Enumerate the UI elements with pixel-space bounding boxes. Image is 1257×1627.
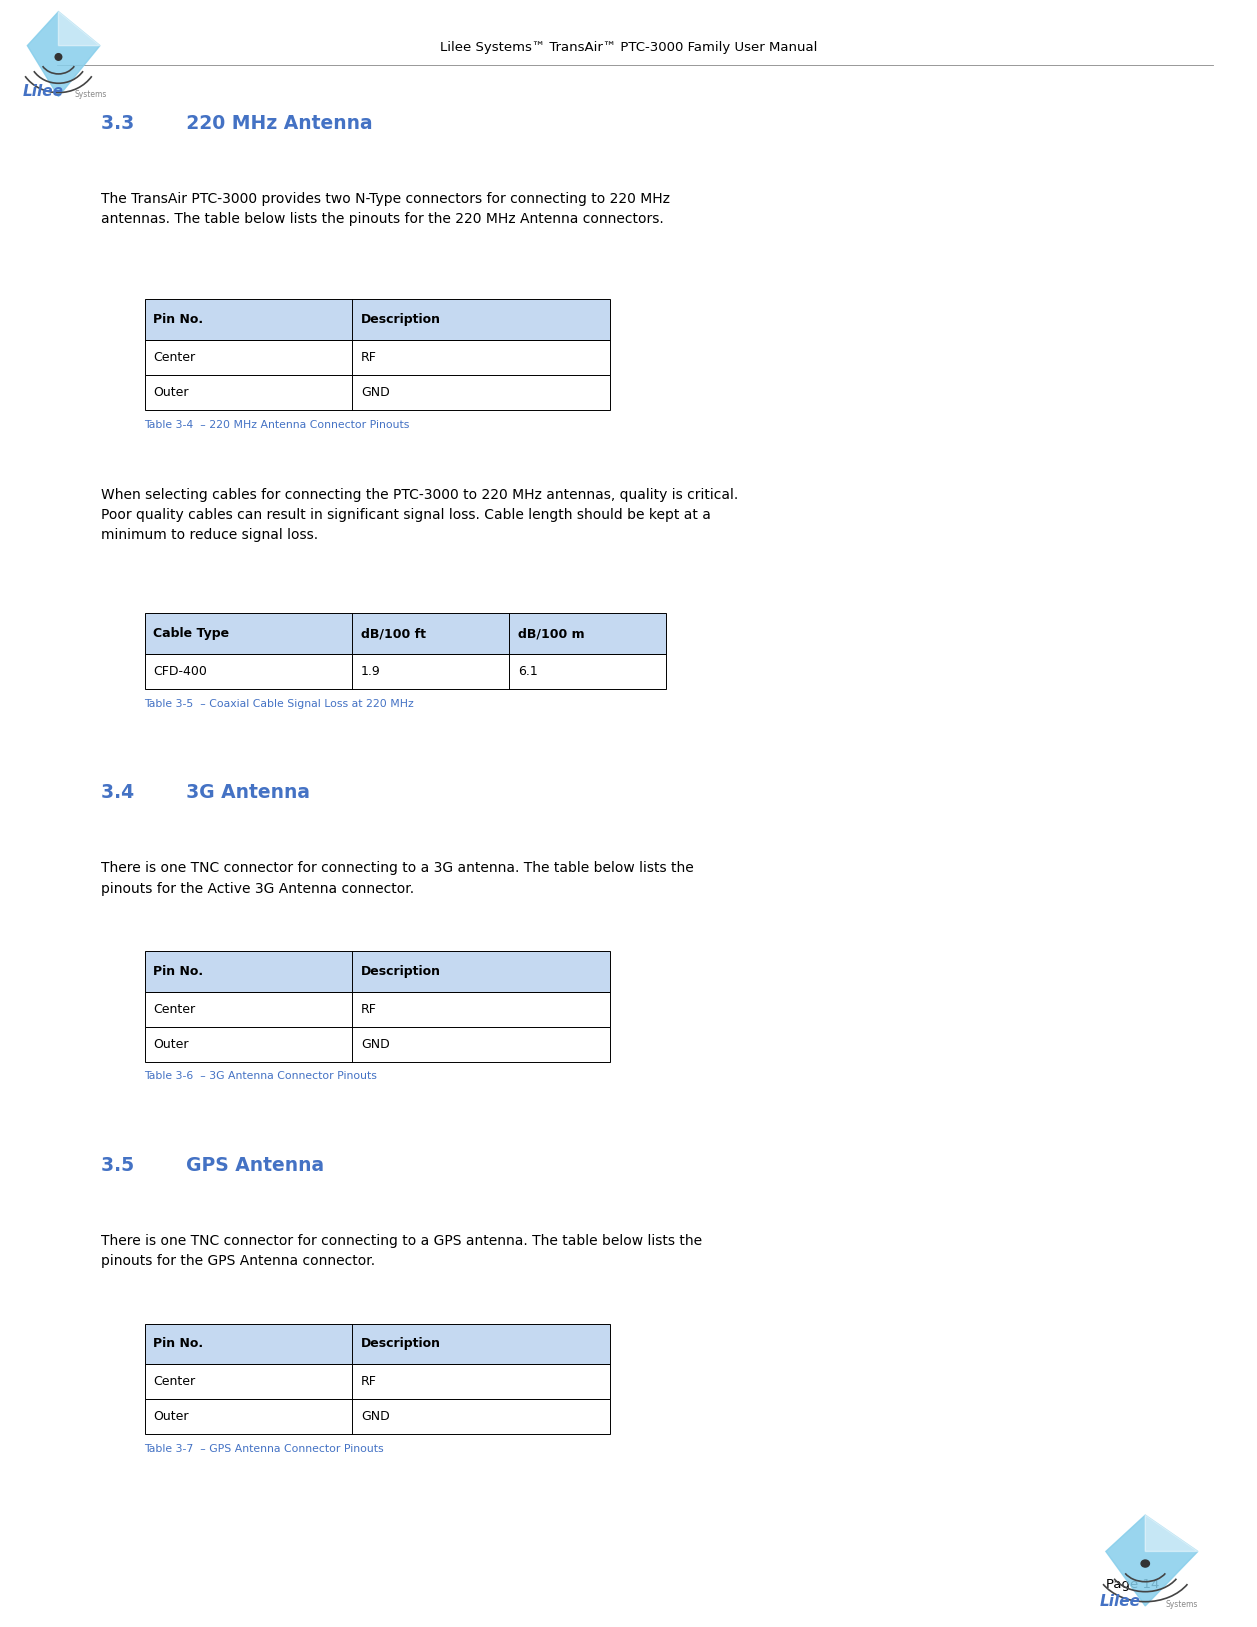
Bar (145, 991, 610, 1027)
Bar (145, 1027, 610, 1062)
Text: 6.1: 6.1 (518, 665, 538, 678)
Text: Center: Center (153, 1375, 196, 1388)
Text: Table 3-4  – 220 MHz Antenna Connector Pinouts: Table 3-4 – 220 MHz Antenna Connector Pi… (145, 420, 410, 430)
Polygon shape (58, 11, 101, 46)
Text: CFD-400: CFD-400 (153, 665, 207, 678)
Text: RF: RF (361, 351, 377, 364)
Text: 3.3        220 MHz Antenna: 3.3 220 MHz Antenna (101, 114, 372, 133)
Bar (145, 1323, 610, 1363)
Text: Lilee: Lilee (1100, 1594, 1141, 1609)
Bar (145, 299, 610, 340)
Text: Table 3-6  – 3G Antenna Connector Pinouts: Table 3-6 – 3G Antenna Connector Pinouts (145, 1072, 377, 1082)
Text: Outer: Outer (153, 386, 189, 399)
Text: Lilee Systems™ TransAir™ PTC-3000 Family User Manual: Lilee Systems™ TransAir™ PTC-3000 Family… (440, 41, 817, 54)
Polygon shape (1106, 1515, 1198, 1606)
Text: Systems: Systems (1165, 1599, 1198, 1609)
Text: The TransAir PTC-3000 provides two N-Type connectors for connecting to 220 MHz
a: The TransAir PTC-3000 provides two N-Typ… (101, 192, 670, 226)
Bar (145, 950, 610, 991)
Text: When selecting cables for connecting the PTC-3000 to 220 MHz antennas, quality i: When selecting cables for connecting the… (101, 488, 738, 542)
Text: Center: Center (153, 351, 196, 364)
Text: Table 3-7  – GPS Antenna Connector Pinouts: Table 3-7 – GPS Antenna Connector Pinout… (145, 1445, 385, 1455)
Text: Description: Description (361, 965, 441, 978)
Text: GND: GND (361, 386, 390, 399)
Text: Lilee: Lilee (23, 85, 64, 99)
Text: GND: GND (361, 1038, 390, 1051)
Polygon shape (28, 11, 101, 96)
Bar (145, 1323, 610, 1363)
Text: Systems: Systems (74, 91, 107, 99)
Text: 3.5        GPS Antenna: 3.5 GPS Antenna (101, 1155, 324, 1175)
Text: Center: Center (153, 1002, 196, 1015)
Bar (145, 376, 610, 410)
Text: 1.9: 1.9 (361, 665, 381, 678)
Circle shape (55, 54, 62, 60)
Text: Table 3-5  – Coaxial Cable Signal Loss at 220 MHz: Table 3-5 – Coaxial Cable Signal Loss at… (145, 698, 415, 709)
Text: Outer: Outer (153, 1411, 189, 1424)
Text: Description: Description (361, 314, 441, 325)
Bar (145, 613, 666, 654)
Bar (145, 299, 610, 340)
Text: There is one TNC connector for connecting to a GPS antenna. The table below list: There is one TNC connector for connectin… (101, 1233, 701, 1267)
Text: RF: RF (361, 1002, 377, 1015)
Text: GND: GND (361, 1411, 390, 1424)
Text: Page 14: Page 14 (1106, 1578, 1159, 1591)
Text: 3.4        3G Antenna: 3.4 3G Antenna (101, 783, 309, 802)
Text: dB/100 ft: dB/100 ft (361, 628, 426, 639)
Text: Pin No.: Pin No. (153, 314, 204, 325)
Bar (145, 1363, 610, 1399)
Bar (145, 1399, 610, 1435)
Circle shape (1141, 1560, 1149, 1567)
Text: Pin No.: Pin No. (153, 1337, 204, 1350)
Text: Description: Description (361, 1337, 441, 1350)
Polygon shape (1145, 1515, 1198, 1552)
Bar (145, 340, 610, 374)
Bar (145, 613, 666, 654)
Text: Cable Type: Cable Type (153, 628, 230, 639)
Bar (145, 950, 610, 991)
Text: Pin No.: Pin No. (153, 965, 204, 978)
Text: There is one TNC connector for connecting to a 3G antenna. The table below lists: There is one TNC connector for connectin… (101, 862, 694, 895)
Text: Outer: Outer (153, 1038, 189, 1051)
Text: dB/100 m: dB/100 m (518, 628, 585, 639)
Bar (145, 654, 666, 688)
Text: RF: RF (361, 1375, 377, 1388)
